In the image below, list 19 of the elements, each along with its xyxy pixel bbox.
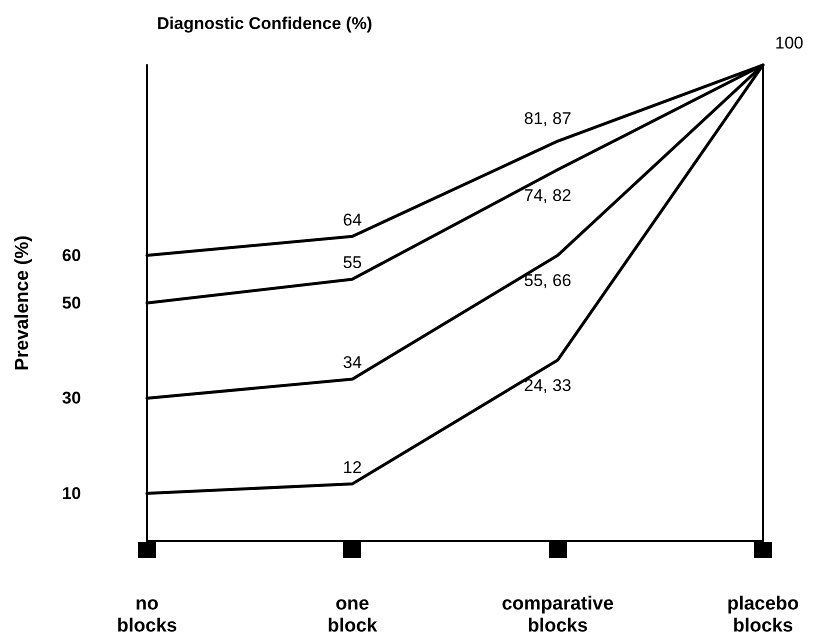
y-tick-label: 30 bbox=[62, 388, 81, 408]
data-label: 12 bbox=[342, 458, 362, 477]
x-tick-label: comparative blocks bbox=[502, 594, 614, 636]
y-tick-label: 60 bbox=[62, 246, 81, 265]
data-label: 64 bbox=[342, 210, 362, 230]
x-tick-label: no blocks bbox=[116, 594, 178, 636]
data-label: 100 bbox=[775, 34, 804, 52]
chart-title: Diagnostic Confidence (%) bbox=[157, 14, 372, 33]
annotation: 81, 87 bbox=[524, 109, 572, 130]
annotation: 74, 82 bbox=[524, 186, 572, 206]
y-tick-label: 10 bbox=[62, 484, 81, 503]
data-label: 34 bbox=[342, 353, 362, 372]
x-tick-label: one block bbox=[328, 594, 378, 636]
annotation: 55, 66 bbox=[524, 271, 572, 292]
annotation: 24, 33 bbox=[524, 376, 572, 396]
data-label: 55 bbox=[342, 253, 362, 272]
y-tick-label: 50 bbox=[62, 294, 81, 312]
y-axis-title: Prevalence (%) bbox=[12, 235, 33, 371]
x-tick-label: placebo blocks bbox=[727, 594, 799, 636]
